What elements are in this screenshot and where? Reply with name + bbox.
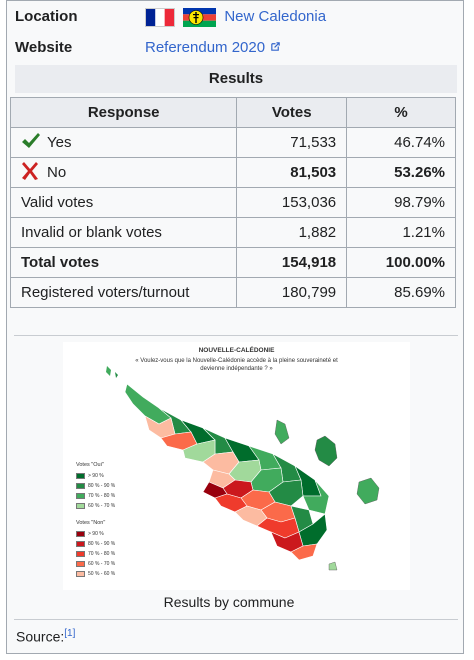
source-label: Source: xyxy=(16,628,65,645)
source-line: Source:[1] xyxy=(16,628,75,645)
legend-non-item: 60 % - 70 % xyxy=(76,560,115,568)
section-divider xyxy=(14,335,458,336)
table-row-valid: Valid votes 153,036 98.79% xyxy=(9,187,456,218)
response-cell: Valid votes xyxy=(9,187,238,218)
map-subtitle: « Voulez-vous que la Nouvelle-Calédonie … xyxy=(135,358,338,372)
response-cell: No xyxy=(9,157,238,188)
table-row-yes: Yes 71,533 46.74% xyxy=(9,127,456,158)
results-map-image[interactable]: NOUVELLE-CALÉDONIE « Voulez-vous que la … xyxy=(63,342,410,590)
percent-cell: 100.00% xyxy=(346,247,456,278)
external-link-icon xyxy=(270,38,281,58)
legend-oui-item: 80 % - 90 % xyxy=(76,482,115,490)
legend-non-title: Votes "Non" xyxy=(76,520,106,526)
header-percent: % xyxy=(346,97,456,128)
votes-cell: 1,882 xyxy=(236,217,348,248)
percent-cell: 46.74% xyxy=(346,127,456,158)
header-response: Response xyxy=(9,97,238,128)
location-row: Location New Ca xyxy=(15,7,326,27)
legend-oui-item: > 90 % xyxy=(76,472,104,480)
source-reference-link[interactable]: [1] xyxy=(64,628,76,639)
response-cell: Invalid or blank votes xyxy=(9,217,238,248)
table-header-row: Response Votes % xyxy=(9,97,456,128)
location-value-group: New Caledonia xyxy=(145,7,326,27)
legend-non-item: > 90 % xyxy=(76,530,104,538)
france-flag-icon xyxy=(145,7,175,27)
website-label: Website xyxy=(15,39,73,56)
map-title: NOUVELLE-CALÉDONIE xyxy=(198,347,275,354)
votes-cell: 154,918 xyxy=(236,247,348,278)
percent-cell: 85.69% xyxy=(346,277,456,308)
table-row-invalid: Invalid or blank votes 1,882 1.21% xyxy=(9,217,456,248)
table-row-total: Total votes 154,918 100.00% xyxy=(9,247,456,278)
new-caledonia-flag-icon xyxy=(183,7,217,27)
referendum-website-link[interactable]: Referendum 2020 xyxy=(145,39,266,56)
results-header: Results xyxy=(15,65,457,93)
location-label: Location xyxy=(15,8,78,25)
legend-non-item: 70 % - 80 % xyxy=(76,550,115,558)
table-row-no: No 81,503 53.26% xyxy=(9,157,456,188)
cross-mark-icon xyxy=(21,161,43,185)
response-cell: Yes xyxy=(9,127,238,158)
votes-cell: 71,533 xyxy=(236,127,348,158)
percent-cell: 98.79% xyxy=(346,187,456,218)
percent-cell: 53.26% xyxy=(346,157,456,188)
response-label: Yes xyxy=(47,133,72,151)
map-drawing xyxy=(106,366,380,571)
votes-cell: 81,503 xyxy=(236,157,348,188)
legend-non-item: 80 % - 90 % xyxy=(76,540,115,548)
legend-oui-title: Votes "Oui" xyxy=(76,462,104,468)
votes-cell: 153,036 xyxy=(236,187,348,218)
legend-non-item: 50 % - 60 % xyxy=(76,570,115,578)
section-divider xyxy=(14,619,458,620)
map-caption: Results by commune xyxy=(163,594,295,610)
check-mark-icon xyxy=(21,132,43,154)
table-row-turnout: Registered voters/turnout 180,799 85.69% xyxy=(9,277,456,308)
legend-oui-item: 70 % - 80 % xyxy=(76,492,115,500)
results-table: Response Votes % Yes 71,533 46.74% No 81… xyxy=(9,97,456,308)
response-cell: Registered voters/turnout xyxy=(9,277,238,308)
website-row: Website Referendum 2020 xyxy=(15,38,281,58)
legend-oui-item: 60 % - 70 % xyxy=(76,502,115,510)
header-votes: Votes xyxy=(236,97,348,128)
percent-cell: 1.21% xyxy=(346,217,456,248)
votes-cell: 180,799 xyxy=(236,277,348,308)
response-cell: Total votes xyxy=(9,247,238,278)
new-caledonia-link[interactable]: New Caledonia xyxy=(224,8,327,25)
response-label: No xyxy=(47,163,67,181)
website-value-group: Referendum 2020 xyxy=(145,38,281,58)
